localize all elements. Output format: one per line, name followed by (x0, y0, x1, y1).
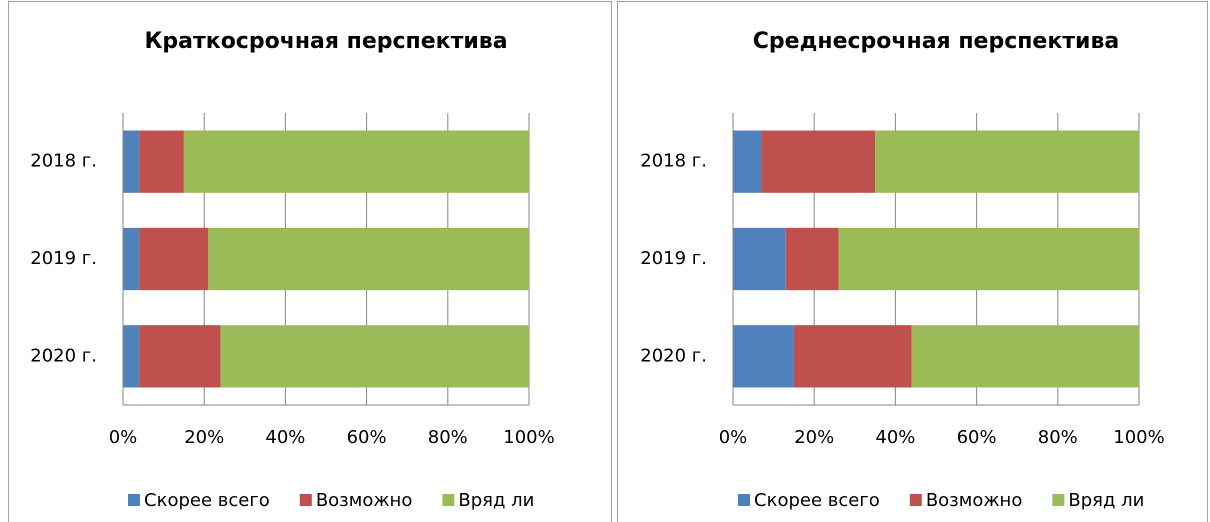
x-tick-label: 60% (347, 427, 387, 448)
x-tick-label: 100% (503, 427, 554, 448)
panel-border (617, 1, 1208, 522)
x-tick-label: 0% (109, 427, 138, 448)
panel-border (8, 1, 612, 522)
legend-label: Вряд ли (458, 490, 534, 511)
bar (838, 227, 1139, 291)
x-tick-label: 40% (265, 427, 305, 448)
bar (208, 227, 529, 291)
legend-swatch (1052, 494, 1065, 506)
y-tick-label: 2019 г. (640, 248, 707, 269)
x-tick-label: 80% (1038, 427, 1078, 448)
legend-swatch (909, 494, 922, 506)
x-tick-label: 20% (794, 427, 834, 448)
bar (911, 325, 1139, 388)
y-tick-label: 2019 г. (30, 248, 97, 269)
x-tick-label: 0% (719, 427, 748, 448)
legend-label: Возможно (316, 490, 413, 511)
bar (733, 227, 786, 291)
legend-label: Скорее всего (754, 490, 880, 511)
bar (220, 325, 529, 388)
legend-label: Скорее всего (144, 490, 270, 511)
y-tick-label: 2018 г. (640, 151, 707, 172)
chart-title: Краткосрочная перспектива (144, 29, 507, 54)
legend-label: Возможно (926, 490, 1023, 511)
chart-title: Среднесрочная перспектива (753, 29, 1119, 54)
bar (875, 130, 1139, 193)
bar (139, 130, 184, 193)
legend-label: Вряд ли (1068, 490, 1144, 511)
bar (793, 325, 912, 388)
bar (123, 130, 140, 193)
legend-swatch (128, 494, 140, 506)
y-tick-label: 2018 г. (30, 151, 97, 172)
bar (123, 325, 140, 388)
x-tick-label: 60% (957, 427, 997, 448)
y-tick-label: 2020 г. (30, 345, 97, 366)
bar (785, 227, 839, 291)
bar (123, 227, 140, 291)
legend-swatch (442, 494, 455, 506)
x-tick-label: 40% (875, 427, 915, 448)
y-tick-label: 2020 г. (640, 345, 707, 366)
legend-swatch (299, 494, 312, 506)
bar (733, 130, 762, 193)
bar (139, 227, 209, 291)
bar (761, 130, 876, 193)
legend-swatch (738, 494, 750, 506)
x-tick-label: 80% (428, 427, 468, 448)
x-tick-label: 20% (184, 427, 224, 448)
bar (139, 325, 221, 388)
bar (733, 325, 794, 388)
bar (183, 130, 529, 193)
x-tick-label: 100% (1113, 427, 1164, 448)
